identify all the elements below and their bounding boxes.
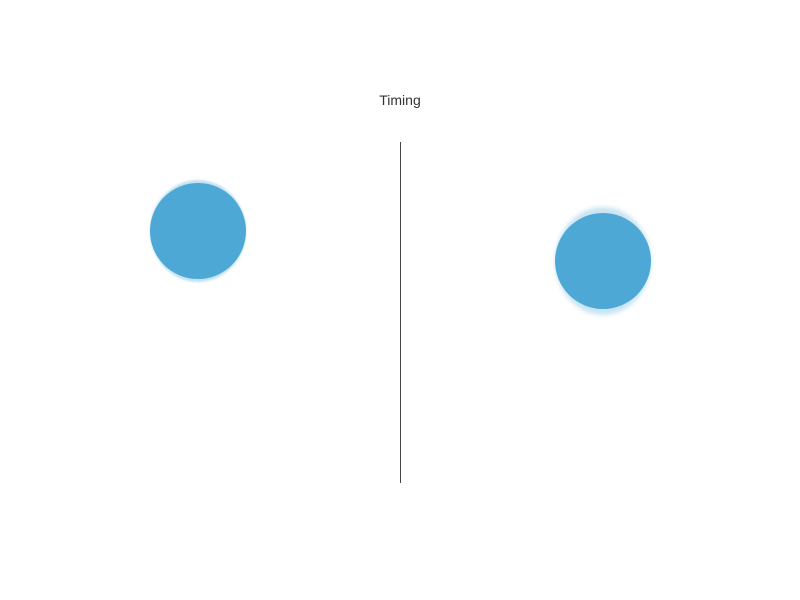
right-ball [555,213,651,309]
left-ball [150,183,246,279]
center-divider [400,142,401,483]
page-title: Timing [379,92,421,108]
